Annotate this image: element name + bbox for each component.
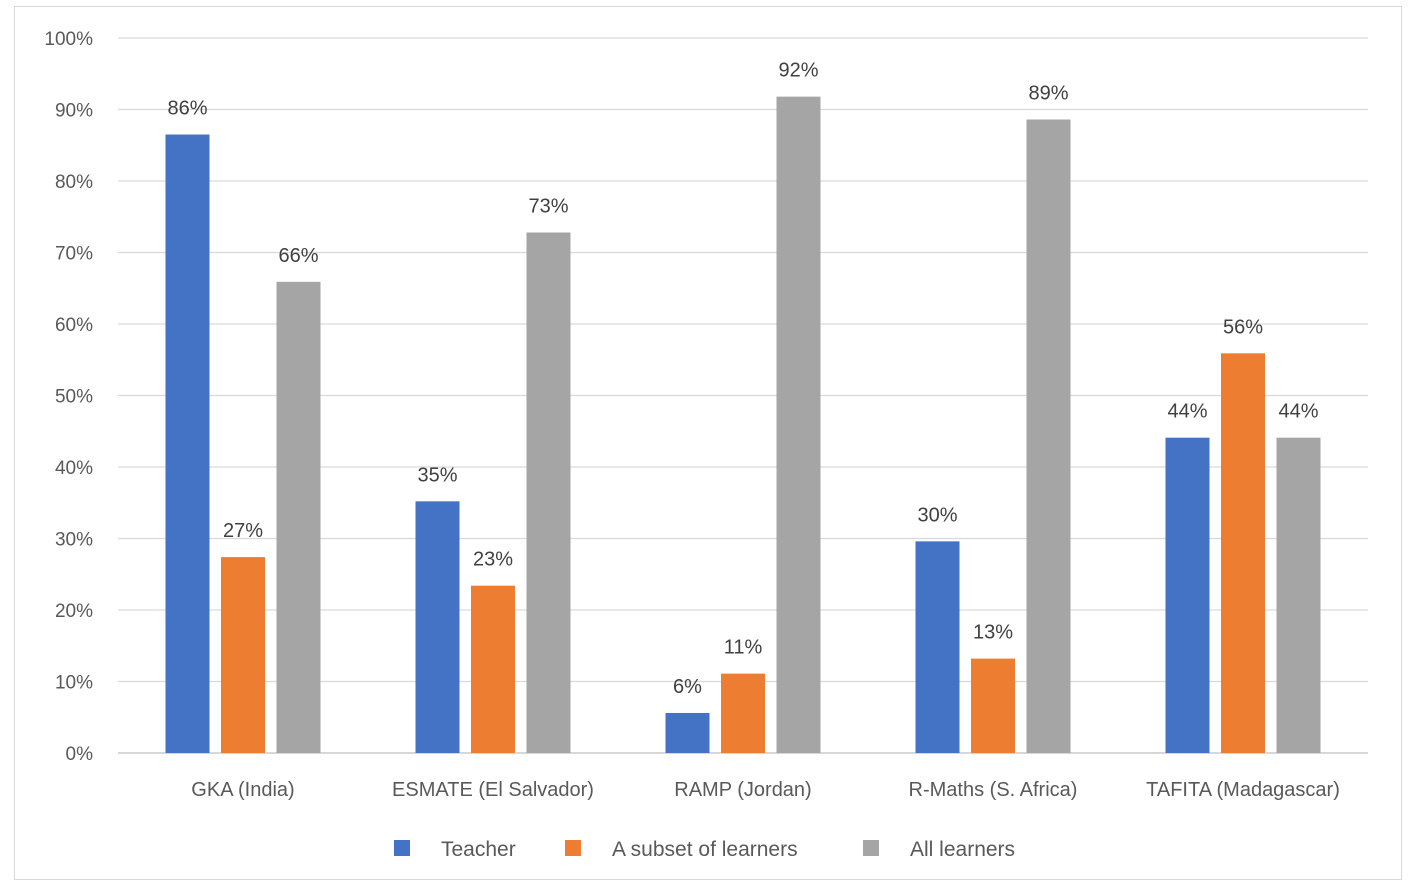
y-tick-label: 70% <box>55 244 93 265</box>
data-label: 35% <box>417 464 457 486</box>
gridlines <box>118 37 1368 754</box>
data-label: 11% <box>724 637 763 659</box>
bar-teacher <box>415 501 460 753</box>
y-tick-label: 50% <box>55 387 93 408</box>
x-category-label: RAMP (Jordan) <box>674 779 811 801</box>
bar-all-learners <box>1026 119 1071 753</box>
data-label: 66% <box>278 245 318 267</box>
data-label: 56% <box>1223 316 1263 338</box>
data-label: 92% <box>778 60 818 82</box>
bars <box>165 96 1321 754</box>
bar-teacher <box>915 541 960 753</box>
y-tick-label: 0% <box>66 744 94 765</box>
data-label: 44% <box>1278 401 1318 423</box>
data-label: 27% <box>223 520 263 542</box>
bar-all-learners <box>776 96 821 753</box>
y-tick-label: 100% <box>44 29 93 50</box>
data-labels: 86% 27% 66% 35% 23% 73% 6% 11% 92% 30% 13% 89% 44% 56… <box>167 60 1318 698</box>
data-label: 73% <box>528 195 568 217</box>
bar-all-learners <box>526 232 571 754</box>
data-label: 13% <box>973 622 1013 644</box>
y-tick-label: 60% <box>55 315 93 336</box>
x-axis-category-labels: GKA (India) ESMATE (El Salvador) RAMP (Jor… <box>191 779 1340 801</box>
y-tick-label: 90% <box>55 101 93 122</box>
y-tick-label: 10% <box>55 673 93 694</box>
y-tick-label: 20% <box>55 601 93 622</box>
bar-teacher <box>1165 437 1210 753</box>
y-axis-tick-labels: 0% 10% 20% 30% 40% 50% 60% 70% 80% 90% 100% <box>44 29 93 765</box>
y-tick-label: 30% <box>55 530 93 551</box>
legend-label: All learners <box>910 838 1015 861</box>
data-label: 89% <box>1028 83 1068 105</box>
data-label: 30% <box>917 504 957 526</box>
bar-all-learners <box>276 281 321 753</box>
data-label: 86% <box>167 98 207 120</box>
bar-a-subset-of-learners <box>221 557 265 753</box>
bar-a-subset-of-learners <box>1221 353 1265 753</box>
bar-teacher <box>665 712 710 753</box>
bar-a-subset-of-learners <box>971 658 1015 753</box>
data-label: 44% <box>1167 401 1207 423</box>
bar-teacher <box>165 134 210 753</box>
x-category-label: TAFITA (Madagascar) <box>1146 779 1340 801</box>
x-category-label: ESMATE (El Salvador) <box>392 779 594 801</box>
data-label: 6% <box>673 676 702 698</box>
legend-label: Teacher <box>441 838 516 861</box>
bar-a-subset-of-learners <box>471 585 515 753</box>
y-tick-label: 40% <box>55 458 93 479</box>
x-category-label: GKA (India) <box>191 779 294 801</box>
legend-label: A subset of learners <box>612 838 798 861</box>
legend-swatch <box>565 840 581 856</box>
data-label: 23% <box>473 549 513 571</box>
bar-all-learners <box>1276 437 1321 753</box>
y-tick-label: 80% <box>55 172 93 193</box>
x-category-label: R-Maths (S. Africa) <box>909 779 1078 801</box>
legend-swatch <box>394 840 410 856</box>
legend-swatch <box>863 840 879 856</box>
bar-a-subset-of-learners <box>721 673 765 753</box>
legend: Teacher A subset of learners All learners <box>394 838 1015 861</box>
